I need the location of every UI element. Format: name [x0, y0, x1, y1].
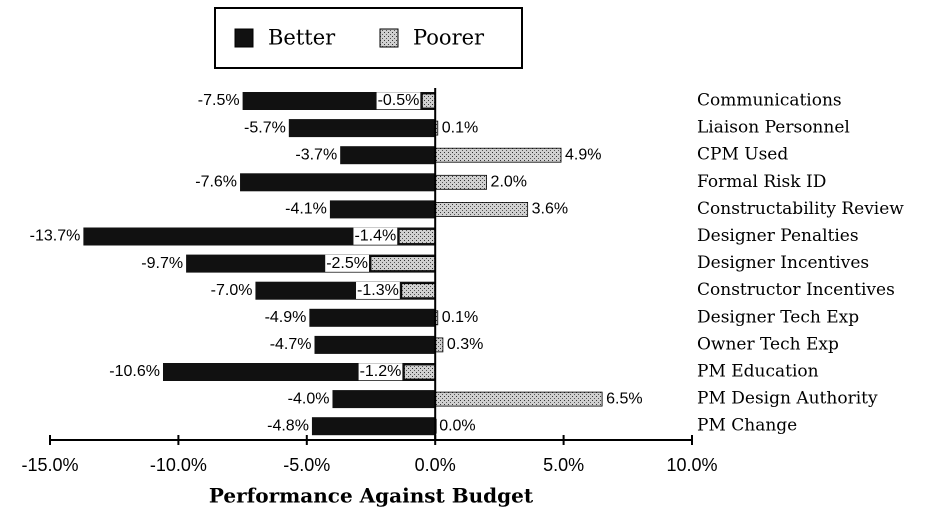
x-tick-label: -15.0% [21, 455, 78, 475]
legend-box [214, 7, 523, 69]
label-background [376, 92, 421, 110]
x-tick-label: -10.0% [150, 455, 207, 475]
category-label: Liaison Personnel [697, 118, 850, 138]
x-tick-label: 0.0% [415, 455, 456, 475]
value-label: -4.7% [270, 336, 312, 353]
x-tick-label: 10.0% [666, 455, 717, 475]
bar [434, 391, 603, 407]
value-label: -10.6% [109, 363, 160, 380]
value-label: 0.0% [439, 417, 475, 434]
category-label: Constructability Review [697, 199, 904, 219]
value-label: -4.9% [265, 309, 307, 326]
bar [83, 227, 436, 246]
label-background [353, 227, 398, 245]
bar [434, 174, 487, 190]
value-label: -4.0% [288, 390, 330, 407]
category-label: Communications [697, 91, 842, 111]
category-label: Constructor Incentives [697, 280, 895, 300]
bar [288, 119, 436, 138]
bar [398, 229, 436, 244]
value-label: 4.9% [565, 146, 601, 163]
value-label: -5.7% [244, 119, 286, 136]
category-label: CPM Used [697, 145, 788, 165]
bar [403, 364, 436, 380]
category-label: PM Change [697, 416, 797, 436]
label-background [325, 254, 369, 272]
value-label: -1.2% [360, 363, 402, 380]
value-label: 6.5% [606, 390, 642, 407]
bar [309, 308, 436, 327]
value-label: 0.1% [442, 119, 478, 136]
value-label: 2.0% [491, 174, 527, 191]
bar [329, 200, 436, 219]
value-label: 0.3% [447, 336, 483, 353]
bar [434, 147, 562, 163]
category-label: PM Education [697, 362, 819, 382]
bar [311, 417, 436, 436]
category-label: Owner Tech Exp [697, 334, 839, 354]
value-label: -7.0% [211, 282, 253, 299]
bar [434, 337, 444, 353]
category-label: Formal Risk ID [697, 172, 826, 192]
x-axis-title: Performance Against Budget [209, 484, 534, 508]
bar [332, 390, 436, 409]
value-label: -1.3% [357, 282, 399, 299]
bar [370, 256, 436, 272]
legend-label: Poorer [413, 26, 485, 50]
legend-label: Better [268, 26, 336, 50]
label-background [358, 363, 403, 381]
bar [421, 93, 436, 109]
bar [434, 201, 529, 217]
value-label: -4.8% [267, 417, 309, 434]
value-label: 3.6% [532, 201, 568, 218]
category-label: Designer Penalties [697, 226, 859, 246]
label-background [356, 281, 400, 299]
value-label: -1.4% [354, 228, 396, 245]
bar [314, 335, 436, 354]
value-label: -9.7% [141, 255, 183, 272]
legend-swatch [234, 28, 254, 48]
value-label: -4.1% [285, 201, 327, 218]
category-label: PM Design Authority [697, 389, 878, 409]
x-tick-label: 5.0% [543, 455, 584, 475]
value-label: -7.5% [198, 92, 240, 109]
value-label: -0.5% [378, 92, 420, 109]
category-label: Designer Incentives [697, 253, 869, 273]
legend-swatch [379, 28, 399, 48]
x-tick-label: -5.0% [283, 455, 330, 475]
value-label: -3.7% [295, 146, 337, 163]
bar [401, 283, 436, 299]
value-label: -13.7% [30, 228, 81, 245]
value-label: -7.6% [195, 174, 237, 191]
value-label: 0.1% [442, 309, 478, 326]
value-label: -2.5% [326, 255, 368, 272]
category-label: Designer Tech Exp [697, 307, 859, 327]
bar [340, 146, 436, 165]
bar [240, 173, 436, 192]
